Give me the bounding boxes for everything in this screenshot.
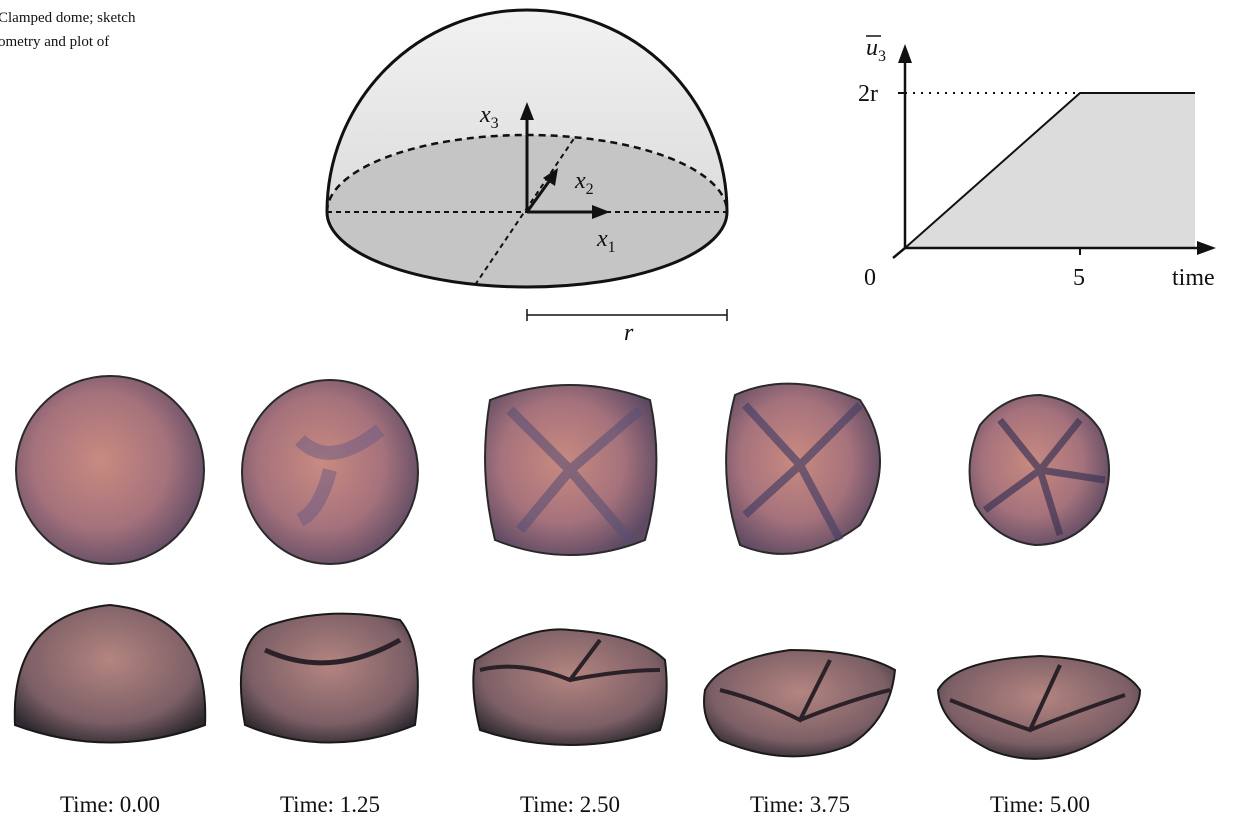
caption: Clamped dome; sketch ometry and plot of [0,10,136,50]
shell-side-view [15,605,205,743]
arrow-head [898,44,912,63]
label-base: u [866,35,878,61]
shell-side-view [473,629,666,745]
shell-side-view [704,650,895,756]
time-labels: Time: 0.00 Time: 1.25 Time: 2.50 Time: 3… [60,792,1090,817]
side-views [15,605,1140,759]
label-base: x [479,102,491,128]
figure: Clamped dome; sketch ometry and plot of … [0,0,1244,820]
y-axis-label: u3 [866,35,886,65]
y-tick-label: 2r [858,81,878,107]
label-sub: 3 [878,48,886,65]
label-sub: 2 [586,181,594,198]
label-sub: 1 [608,239,616,256]
x-tick-label: 5 [1073,265,1085,291]
label-sub: 3 [491,115,499,132]
label-base: x [596,226,608,252]
shell-top-view [16,376,204,564]
origin-label: 0 [864,265,876,291]
time-label: Time: 5.00 [990,792,1090,817]
dome-sketch: x3 x2 x1 r [327,10,727,346]
label-base: x [574,168,586,194]
arrow-head [1197,241,1216,255]
x-axis-label: time [1172,265,1215,291]
radius-label: r [624,320,634,346]
axis [893,248,905,258]
load-area [905,93,1195,248]
shell-side-view [241,614,418,743]
time-label: Time: 2.50 [520,792,620,817]
load-plot: u3 2r 0 5 time [858,35,1216,291]
time-label: Time: 3.75 [750,792,850,817]
time-label: Time: 0.00 [60,792,160,817]
caption-line: Clamped dome; sketch [0,10,136,26]
time-label: Time: 1.25 [280,792,380,817]
top-views [16,376,1109,564]
caption-line: ometry and plot of [0,34,109,50]
